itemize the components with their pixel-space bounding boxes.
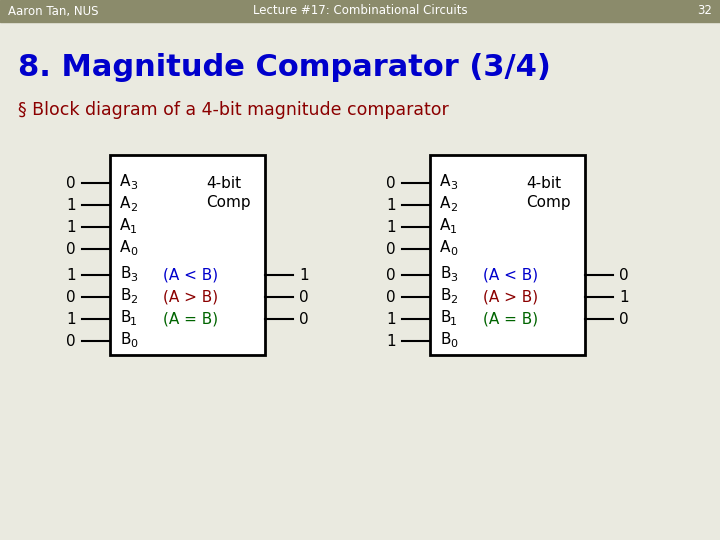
Text: 1: 1 — [450, 317, 457, 327]
Bar — [110, 155, 265, 355]
Text: 1: 1 — [66, 198, 76, 213]
Text: 8. Magnitude Comparator (3/4): 8. Magnitude Comparator (3/4) — [18, 53, 551, 83]
Text: (A < B): (A < B) — [163, 267, 218, 282]
Text: 4-bit: 4-bit — [206, 176, 241, 191]
Text: 0: 0 — [450, 339, 457, 349]
Text: 0: 0 — [130, 339, 137, 349]
Text: 0: 0 — [450, 247, 457, 257]
Text: A: A — [440, 174, 451, 190]
Text: (A > B): (A > B) — [163, 289, 218, 305]
Text: 1: 1 — [450, 225, 457, 235]
Text: (A < B): (A < B) — [483, 267, 538, 282]
Bar — [0, 0, 720, 22]
Text: A: A — [440, 240, 451, 255]
Text: Lecture #17: Combinational Circuits: Lecture #17: Combinational Circuits — [253, 4, 467, 17]
Text: 2: 2 — [130, 203, 137, 213]
Text: 2: 2 — [130, 295, 137, 305]
Text: 2: 2 — [450, 295, 457, 305]
Text: (A > B): (A > B) — [483, 289, 538, 305]
Text: 0: 0 — [619, 267, 629, 282]
Text: B: B — [120, 267, 130, 281]
Text: Comp: Comp — [526, 195, 571, 211]
Text: A: A — [440, 219, 451, 233]
Text: 4-bit: 4-bit — [526, 176, 561, 191]
Text: 1: 1 — [66, 267, 76, 282]
Text: B: B — [440, 267, 451, 281]
Text: A: A — [120, 174, 130, 190]
Text: 0: 0 — [66, 241, 76, 256]
Text: 32: 32 — [697, 4, 712, 17]
Text: 1: 1 — [387, 312, 396, 327]
Text: 1: 1 — [387, 334, 396, 348]
Text: 3: 3 — [130, 273, 137, 283]
Text: B: B — [440, 310, 451, 326]
Text: B: B — [120, 310, 130, 326]
Text: 3: 3 — [450, 273, 457, 283]
Text: 1: 1 — [619, 289, 629, 305]
Text: 0: 0 — [619, 312, 629, 327]
Text: A: A — [120, 197, 130, 212]
Text: 1: 1 — [66, 312, 76, 327]
Text: B: B — [120, 333, 130, 348]
Text: 1: 1 — [299, 267, 309, 282]
Text: (A = B): (A = B) — [483, 312, 538, 327]
Text: § Block diagram of a 4-bit magnitude comparator: § Block diagram of a 4-bit magnitude com… — [18, 101, 449, 119]
Text: A: A — [120, 240, 130, 255]
Text: 0: 0 — [130, 247, 137, 257]
Text: B: B — [440, 333, 451, 348]
Text: 0: 0 — [299, 289, 309, 305]
Text: 3: 3 — [130, 181, 137, 191]
Text: 3: 3 — [450, 181, 457, 191]
Text: 1: 1 — [130, 317, 137, 327]
Text: 0: 0 — [387, 176, 396, 191]
Text: 1: 1 — [130, 225, 137, 235]
Text: Aaron Tan, NUS: Aaron Tan, NUS — [8, 4, 99, 17]
Text: A: A — [120, 219, 130, 233]
Text: B: B — [120, 288, 130, 303]
Text: 0: 0 — [66, 289, 76, 305]
Text: (A = B): (A = B) — [163, 312, 218, 327]
Text: 0: 0 — [66, 334, 76, 348]
Text: A: A — [440, 197, 451, 212]
Text: 2: 2 — [450, 203, 457, 213]
Text: B: B — [440, 288, 451, 303]
Text: Comp: Comp — [206, 195, 251, 211]
Text: 0: 0 — [387, 267, 396, 282]
Text: 0: 0 — [387, 289, 396, 305]
Text: 0: 0 — [299, 312, 309, 327]
Text: 0: 0 — [66, 176, 76, 191]
Text: 1: 1 — [387, 219, 396, 234]
Bar — [430, 155, 585, 355]
Text: 1: 1 — [387, 198, 396, 213]
Text: 1: 1 — [66, 219, 76, 234]
Text: 0: 0 — [387, 241, 396, 256]
